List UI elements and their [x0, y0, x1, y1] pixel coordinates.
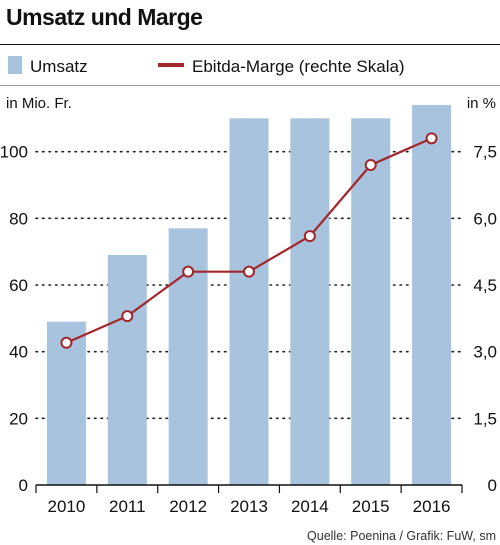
- legend: Umsatz Ebitda-Marge (rechte Skala): [8, 56, 405, 76]
- x-tick-label: 2014: [291, 497, 329, 516]
- x-tick-label: 2010: [48, 497, 86, 516]
- bar: [412, 105, 452, 485]
- marge-point: [243, 265, 255, 278]
- left-tick-label: 100: [0, 143, 28, 162]
- bar: [229, 118, 269, 485]
- legend-label-marge: Ebitda-Marge (rechte Skala): [192, 57, 405, 76]
- x-tick-label: 2015: [352, 497, 390, 516]
- marge-point: [364, 159, 377, 171]
- right-tick-label: 4,5: [473, 276, 497, 295]
- x-tick-label: 2011: [109, 497, 146, 516]
- left-tick-label: 0: [19, 476, 28, 495]
- left-tick-label: 20: [9, 409, 28, 428]
- right-tick-label: 6,0: [473, 209, 497, 228]
- bar: [351, 118, 391, 485]
- left-tick-label: 40: [9, 343, 28, 362]
- right-tick-label: 1,5: [473, 409, 497, 428]
- right-tick-label: 0: [488, 476, 497, 495]
- x-tick-label: 2012: [169, 497, 207, 516]
- chart-title: Umsatz und Marge: [6, 4, 203, 30]
- right-tick-label: 7,5: [473, 143, 497, 162]
- left-tick-label: 80: [9, 209, 28, 228]
- left-axis-label: in Mio. Fr.: [6, 95, 72, 112]
- x-tick-label: 2016: [413, 497, 451, 516]
- legend-swatch-umsatz: [8, 56, 22, 74]
- right-tick-label: 3,0: [473, 343, 497, 362]
- bar: [107, 255, 147, 485]
- plot-area: 0 20 40 60 80 100 0 1,5 3,0 4,5 6,0 7,5 2010 2011 2012…: [0, 105, 497, 516]
- marge-point: [303, 230, 316, 243]
- marge-point: [60, 336, 73, 349]
- source-note: Quelle: Poenina / Grafik: FuW, sm: [307, 529, 496, 543]
- legend-label-umsatz: Umsatz: [30, 57, 88, 76]
- marge-point: [121, 310, 134, 323]
- x-tick-label: 2013: [230, 497, 268, 516]
- bar: [46, 321, 86, 485]
- right-axis-label: in %: [467, 95, 496, 112]
- bar: [290, 118, 330, 485]
- marge-point: [182, 265, 195, 278]
- title-rule: [0, 44, 500, 45]
- marge-point: [425, 132, 438, 145]
- legend-swatch-marge: [158, 63, 184, 67]
- legend-divider: [0, 85, 500, 86]
- left-tick-label: 60: [9, 276, 28, 295]
